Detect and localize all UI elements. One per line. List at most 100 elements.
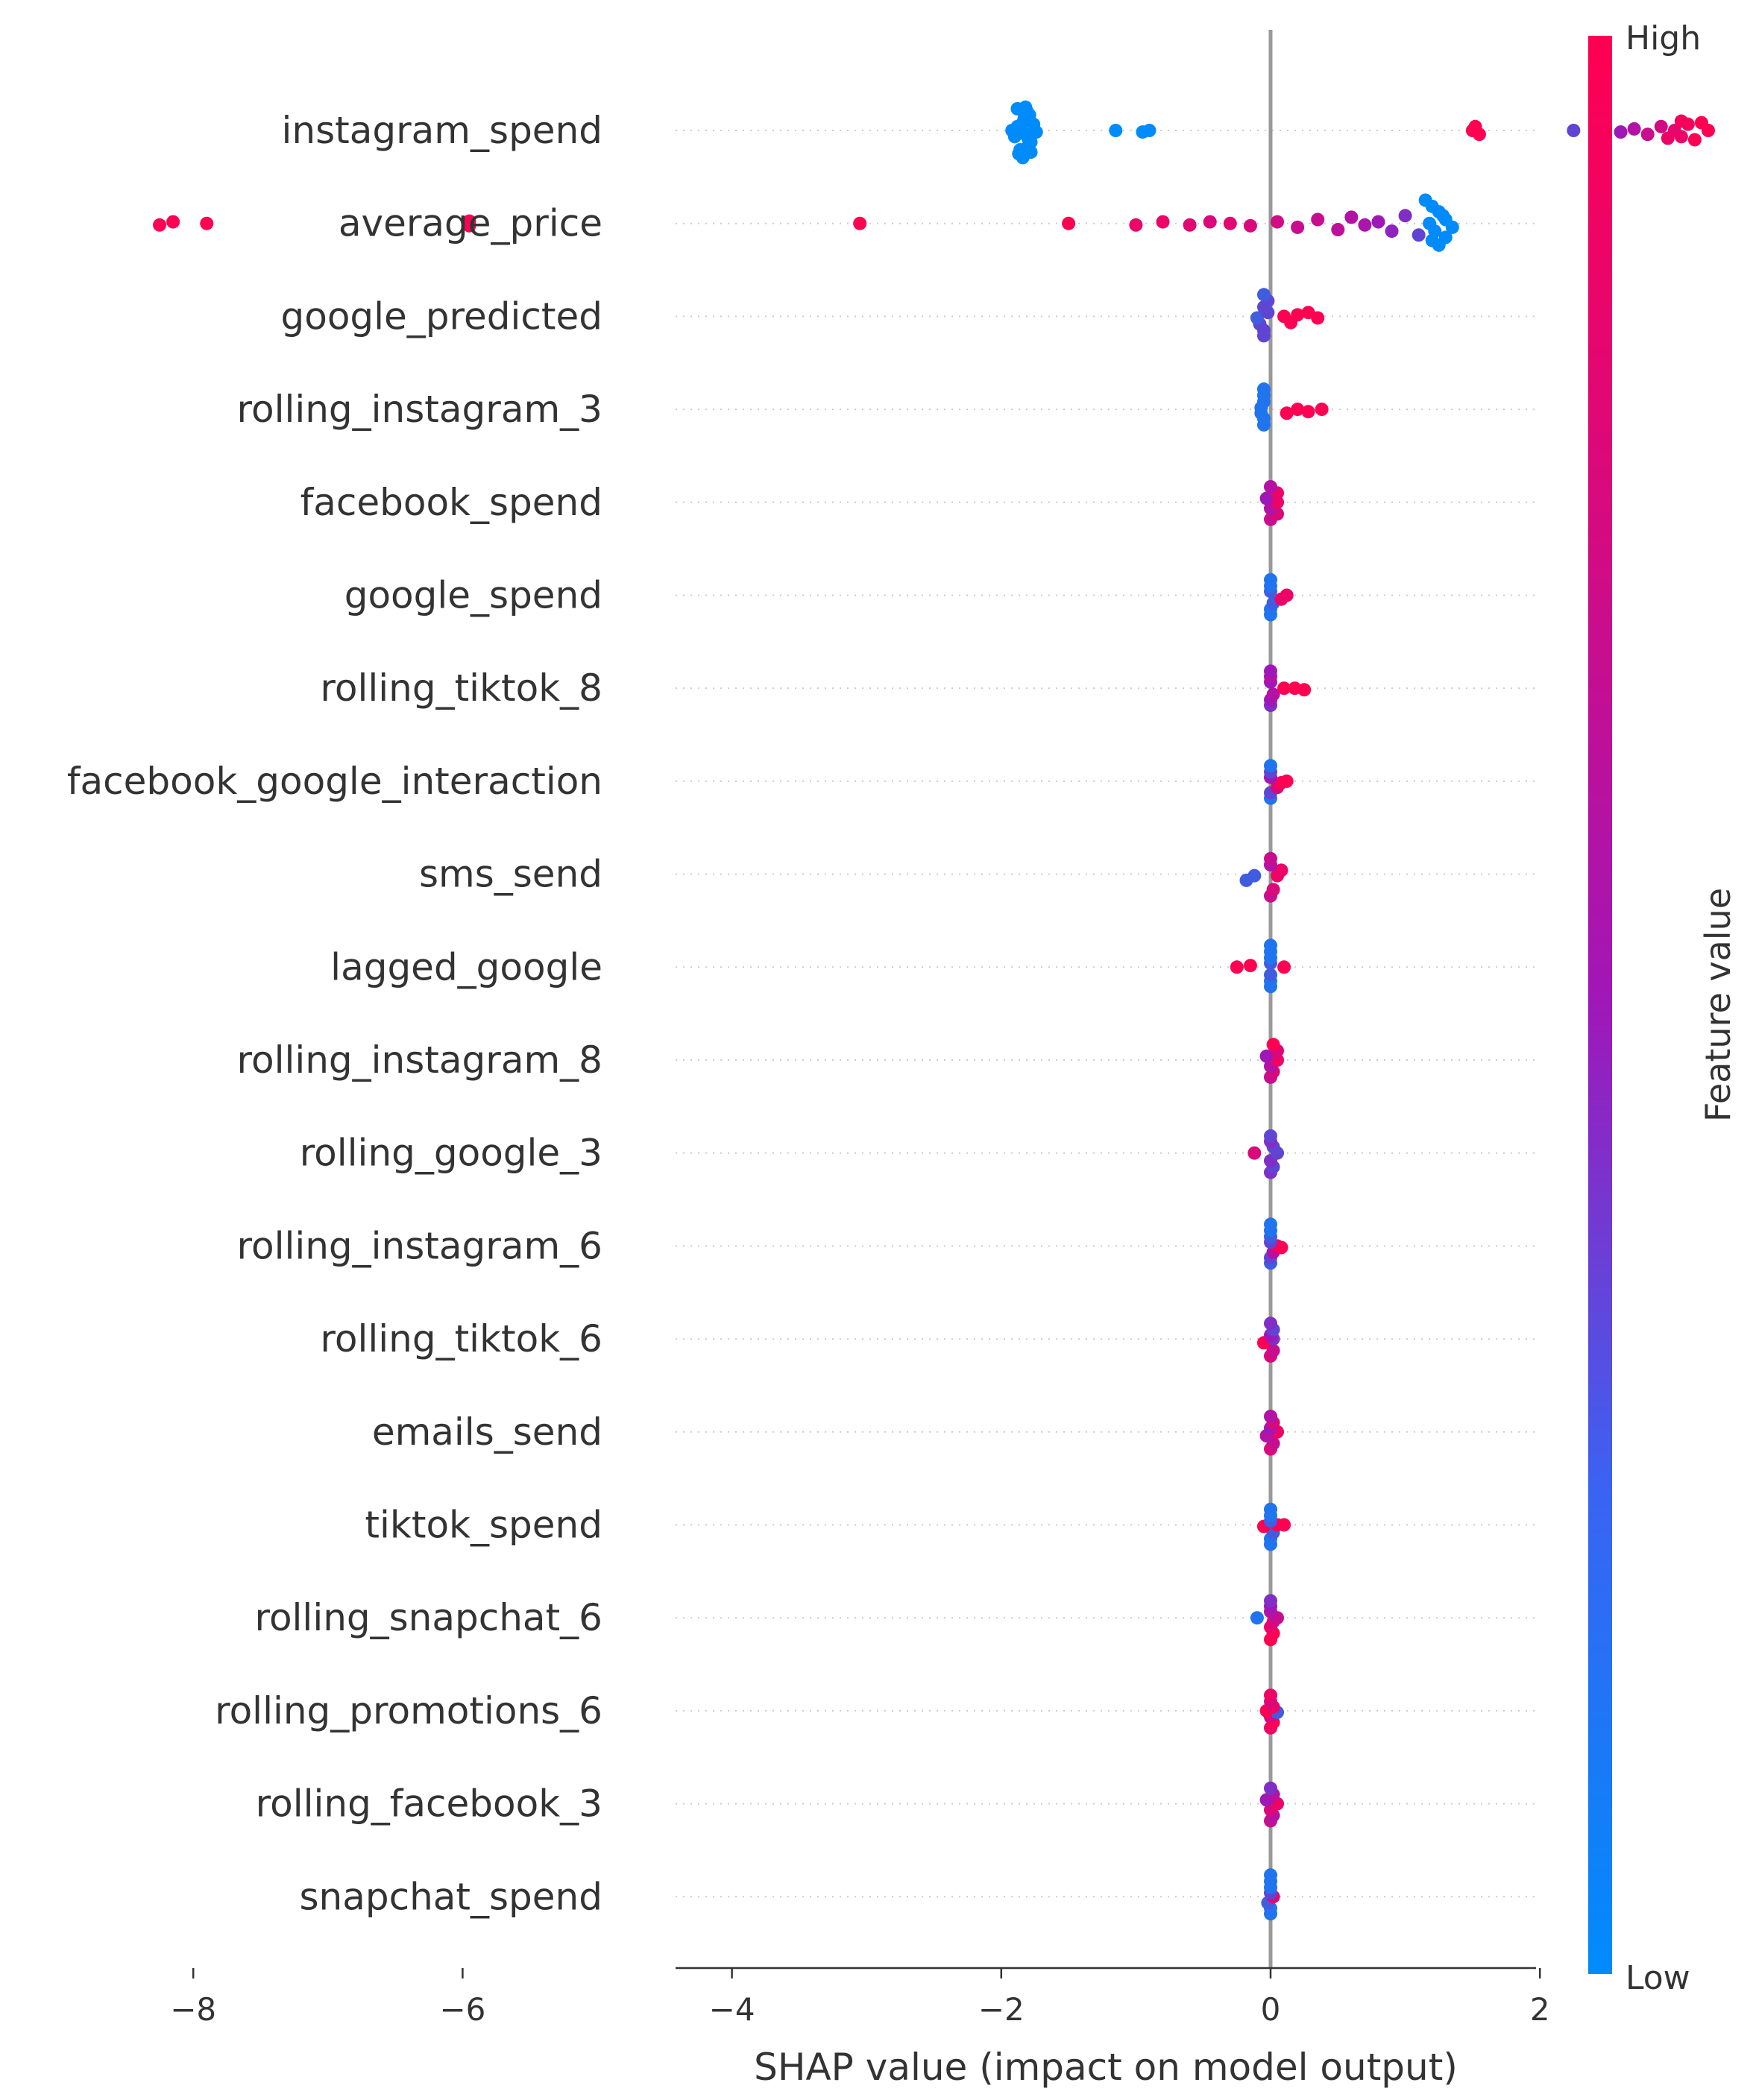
- shap-point: [1654, 119, 1668, 133]
- x-tick-label: −2: [978, 1991, 1025, 2028]
- feature-label: rolling_facebook_3: [256, 1782, 602, 1826]
- shap-point: [1243, 959, 1257, 973]
- shap-point: [1029, 125, 1043, 139]
- shap-point: [1674, 130, 1688, 144]
- shap-point: [1297, 683, 1312, 697]
- shap-point: [1129, 218, 1143, 232]
- shap-point: [1371, 215, 1385, 229]
- feature-label: rolling_instagram_8: [237, 1038, 602, 1082]
- shap-point: [1291, 308, 1305, 322]
- x-tick-label: 2: [1530, 1991, 1550, 2028]
- shap-point: [1674, 114, 1688, 128]
- feature-label: google_spend: [344, 574, 602, 617]
- shap-point: [1331, 223, 1345, 237]
- colorbar-high-label: High: [1626, 19, 1701, 57]
- shap-point: [1277, 1518, 1291, 1532]
- shap-point: [1418, 193, 1432, 207]
- shap-point: [1203, 215, 1217, 229]
- feature-label: rolling_google_3: [300, 1132, 602, 1175]
- shap-point: [1247, 1146, 1262, 1160]
- feature-label: rolling_instagram_3: [237, 388, 602, 431]
- shap-point: [1266, 687, 1280, 701]
- shap-point: [1640, 127, 1655, 142]
- shap-point: [200, 216, 214, 230]
- shap-point: [1311, 212, 1325, 227]
- feature-label: snapchat_spend: [299, 1875, 602, 1918]
- feature-label: rolling_tiktok_6: [320, 1317, 602, 1360]
- feature-label: rolling_instagram_6: [237, 1224, 602, 1267]
- feature-label: average_price: [339, 202, 602, 245]
- feature-label: sms_send: [419, 853, 602, 896]
- shap-point: [1264, 939, 1277, 953]
- shap-point: [153, 218, 167, 232]
- colorbar-low-label: Low: [1626, 1959, 1690, 1997]
- colorbar-gradient: [1588, 36, 1612, 1974]
- shap-point: [1256, 382, 1271, 397]
- shap-point: [1010, 101, 1025, 116]
- x-axis: −8 −6 −4 −2 0 2: [170, 1967, 1550, 2028]
- shap-point: [1264, 1217, 1277, 1232]
- shap-point: [462, 214, 476, 228]
- shap-point: [1109, 124, 1123, 137]
- shap-point: [1271, 215, 1285, 229]
- shap-point: [1264, 1868, 1277, 1882]
- shap-point: [1687, 133, 1702, 147]
- shap-point: [1398, 209, 1412, 223]
- x-axis-label: SHAP value (impact on model output): [754, 2046, 1458, 2089]
- shap-point: [1614, 125, 1628, 139]
- shap-point: [1183, 218, 1197, 232]
- shap-point: [1344, 210, 1359, 224]
- shap-point: [1661, 131, 1675, 145]
- shap-point: [1005, 124, 1019, 137]
- shap-point: [1277, 681, 1291, 696]
- shap-point: [1277, 960, 1291, 974]
- beeswarm-points: [153, 100, 1715, 1921]
- shap-point: [1274, 1240, 1288, 1255]
- shap-point: [1701, 124, 1715, 137]
- shap-point: [1223, 216, 1237, 230]
- shap-point: [1280, 406, 1294, 420]
- shap-point: [1274, 863, 1288, 877]
- shap-point: [1468, 119, 1482, 133]
- shap-point: [1280, 774, 1294, 788]
- shap-point: [1291, 220, 1305, 234]
- shap-point: [1250, 311, 1264, 325]
- shap-point: [1271, 495, 1285, 509]
- feature-label: lagged_google: [330, 945, 602, 988]
- shap-point: [1264, 851, 1277, 865]
- shap-point: [1264, 1129, 1277, 1143]
- feature-label: facebook_spend: [300, 481, 602, 524]
- x-tick-label: 0: [1261, 1991, 1281, 2028]
- shap-point: [1423, 216, 1437, 230]
- shap-point: [1358, 218, 1372, 232]
- shap-point: [1436, 209, 1450, 223]
- feature-label: emails_send: [372, 1410, 602, 1454]
- shap-point: [1385, 224, 1399, 239]
- feature-label: google_predicted: [281, 294, 603, 338]
- shap-point: [1264, 664, 1277, 678]
- shap-point: [1280, 588, 1294, 602]
- shap-point: [1264, 1502, 1277, 1516]
- shap-point: [1264, 968, 1277, 982]
- shap-point: [1264, 480, 1277, 494]
- shap-point: [1301, 405, 1315, 419]
- shap-point: [1264, 759, 1277, 773]
- shap-point: [1277, 309, 1291, 324]
- shap-point: [1264, 1317, 1277, 1331]
- x-tick-label: −6: [439, 1991, 485, 2028]
- shap-point: [853, 216, 867, 230]
- shap-point: [1264, 1688, 1277, 1703]
- shap-point: [1264, 1781, 1277, 1795]
- shap-point: [166, 215, 180, 229]
- x-tick-label: −4: [709, 1991, 755, 2028]
- shap-point: [1062, 216, 1076, 230]
- shap-point: [1264, 573, 1277, 587]
- shap-point: [1311, 311, 1325, 325]
- x-tick-label: −8: [170, 1991, 216, 2028]
- shap-point: [1567, 124, 1581, 137]
- feature-label: facebook_google_interaction: [67, 760, 602, 803]
- shap-point: [1243, 218, 1257, 233]
- shap-point: [1315, 403, 1329, 417]
- shap-point: [1247, 868, 1262, 883]
- feature-label: rolling_snapchat_6: [254, 1596, 602, 1639]
